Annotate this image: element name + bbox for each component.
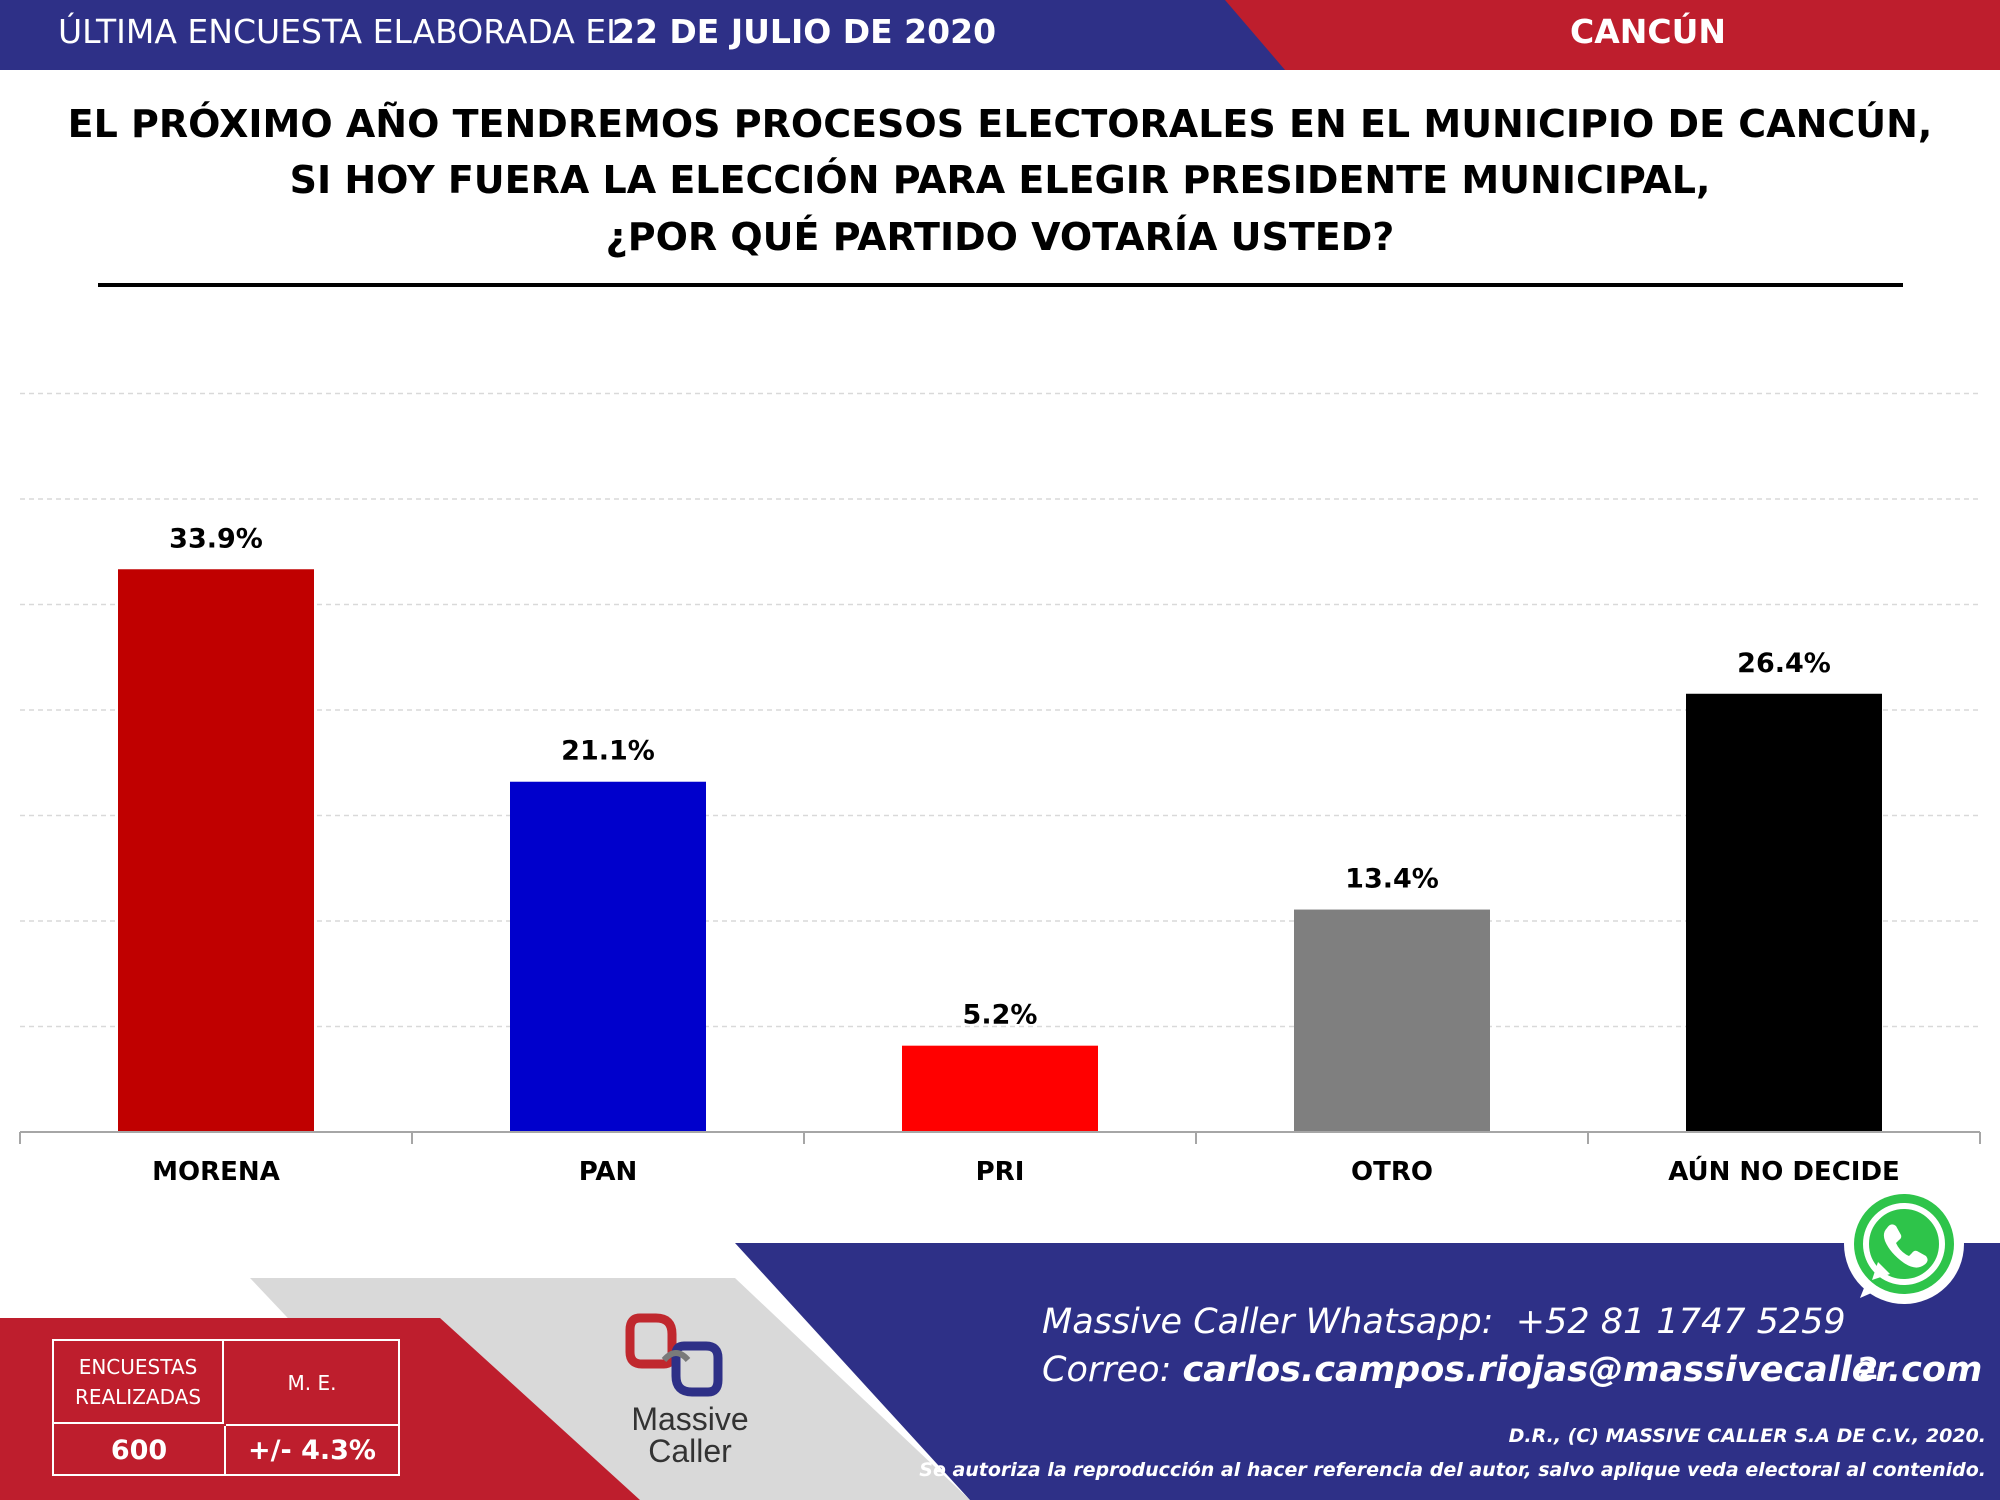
bar-pan	[510, 781, 706, 1132]
header-date: 22 DE JULIO DE 2020	[612, 12, 997, 51]
bar-otro	[1294, 909, 1490, 1132]
page-number: 2	[1858, 1352, 1879, 1387]
legal-notice: Se autoriza la reproducción al hacer ref…	[919, 1459, 1986, 1481]
email-address: carlos.campos.riojas@massivecaller.com	[1182, 1350, 1983, 1390]
data-label: 33.9%	[169, 523, 263, 554]
footer-background	[0, 1243, 2000, 1500]
legal-copyright: D.R., (C) MASSIVE CALLER S.A DE C.V., 20…	[1508, 1425, 1986, 1447]
header-city: CANCÚN	[1570, 12, 1727, 51]
chart-axis	[19, 1131, 1981, 1144]
title-underline	[98, 283, 1903, 287]
data-label: 26.4%	[1737, 648, 1831, 679]
email-label: Correo:	[1042, 1350, 1172, 1390]
header-red-band	[1225, 0, 2000, 70]
category-label: AÚN NO DECIDE	[1668, 1155, 1900, 1187]
data-label: 13.4%	[1345, 864, 1439, 895]
category-label: OTRO	[1351, 1157, 1433, 1187]
question-line-2: SI HOY FUERA LA ELECCIÓN PARA ELEGIR PRE…	[289, 158, 1711, 202]
whatsapp-icon	[1844, 1184, 1964, 1304]
logo-mark	[625, 1313, 723, 1397]
email-line: Correo: carlos.campos.riojas@massivecall…	[1042, 1350, 1982, 1390]
whatsapp-line: Massive Caller Whatsapp: +52 81 1747 525…	[1042, 1302, 1846, 1342]
logo-text-2: Caller	[648, 1433, 732, 1469]
me-value: +/- 4.3%	[248, 1434, 376, 1466]
whatsapp-label: Massive Caller Whatsapp:	[1042, 1302, 1494, 1342]
bar-morena	[118, 569, 314, 1132]
bar-aún-no-decide	[1686, 693, 1882, 1132]
me-label: M. E.	[226, 1341, 398, 1426]
category-label: MORENA	[152, 1157, 280, 1187]
logo-text-1: Massive	[631, 1401, 748, 1437]
footer-red-band	[0, 1318, 640, 1500]
footer-blue-band	[735, 1243, 2000, 1500]
chart-labels: 33.9% MORENA 21.1% PAN 5.2% PRI 13.4% OTRO 26.4%…	[152, 523, 1900, 1187]
question-line-3: ¿POR QUÉ PARTIDO VOTARÍA USTED?	[605, 215, 1395, 259]
category-label: PRI	[976, 1157, 1025, 1187]
data-label: 5.2%	[963, 1000, 1038, 1031]
chart-bars	[118, 569, 1882, 1132]
stats-table: ENCUESTAS REALIZADAS M. E. 600 +/- 4.3%	[52, 1339, 400, 1476]
category-label: PAN	[579, 1157, 638, 1187]
header-bar	[0, 0, 2000, 70]
data-label: 21.1%	[561, 736, 655, 767]
massive-caller-logo: Massive Caller	[625, 1313, 749, 1469]
bar-pri	[902, 1045, 1098, 1132]
bar-chart: 33.9% MORENA 21.1% PAN 5.2% PRI 13.4% OTRO 26.4%…	[19, 392, 1981, 1187]
surveys-value: 600	[54, 1426, 226, 1474]
whatsapp-number: +52 81 1747 5259	[1515, 1302, 1846, 1342]
chart-grid	[20, 392, 1980, 1028]
question-line-1: EL PRÓXIMO AÑO TENDREMOS PROCESOS ELECTO…	[67, 102, 1933, 146]
header-prefix: ÚLTIMA ENCUESTA ELABORADA EL	[58, 12, 625, 51]
surveys-label: ENCUESTAS REALIZADAS	[54, 1341, 224, 1424]
